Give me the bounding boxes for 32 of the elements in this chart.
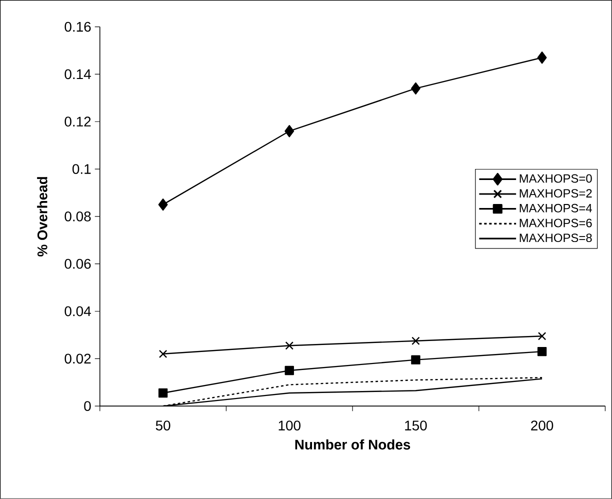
y-tick-label: 0.04	[64, 306, 91, 316]
legend-label: MAXHOPS=2	[520, 189, 592, 198]
point	[537, 52, 547, 64]
legend-label: MAXHOPS=0	[520, 174, 592, 183]
point	[285, 342, 294, 350]
y-axis-title: % Overhead	[37, 177, 48, 256]
x-tick-label: 50	[156, 420, 170, 431]
point	[158, 350, 168, 358]
y-tick-label: 0.02	[64, 354, 91, 364]
point	[158, 388, 168, 398]
y-tick-label: 0.16	[64, 22, 91, 32]
x-tick-label: 100	[278, 420, 300, 431]
y-tick-label: 0.12	[64, 116, 91, 127]
point	[410, 82, 420, 95]
legend-label: MAXHOPS=8	[520, 234, 592, 242]
y-tick-label: 0.06	[64, 258, 91, 269]
point	[158, 198, 168, 211]
x-tick-label: 150	[405, 420, 427, 431]
y-tick-label: 0.08	[64, 212, 91, 222]
point	[537, 346, 547, 356]
y-tick-label: 0.1	[72, 164, 91, 174]
x-axis-title: Number of Nodes	[295, 439, 410, 450]
point	[284, 125, 294, 138]
legend-label: MAXHOPS=6	[520, 218, 592, 228]
y-tick-label: 0.14	[64, 69, 91, 80]
legend-label: MAXHOPS=4	[520, 204, 592, 212]
point	[538, 332, 546, 340]
point	[284, 366, 294, 376]
y-tick-label: 0	[84, 401, 91, 412]
point	[412, 336, 420, 346]
point	[411, 355, 420, 364]
x-tick-label: 200	[531, 420, 554, 431]
